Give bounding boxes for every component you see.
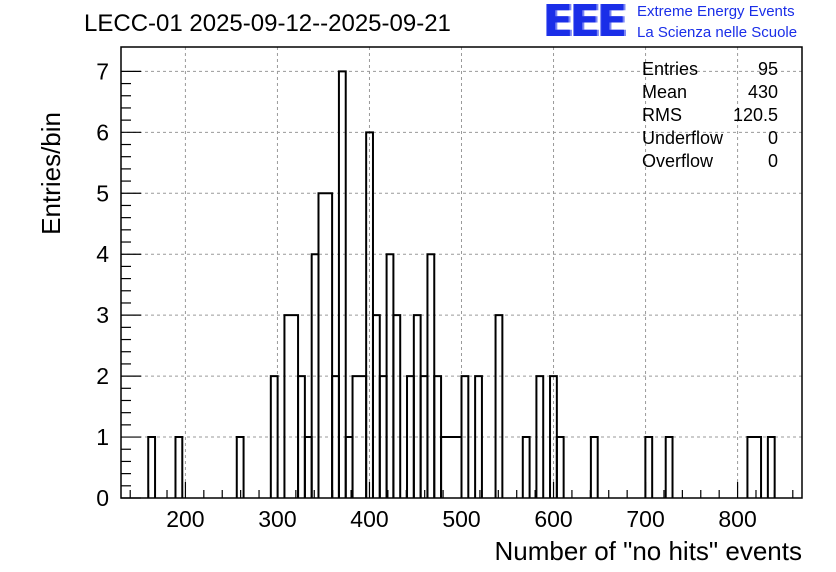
eee-tagline-2: La Scienza nelle Scuole (637, 24, 798, 41)
histogram-bin (147, 436, 157, 498)
histogram-bin (644, 436, 654, 498)
stat-label: Entries (642, 59, 699, 79)
x-tick-label: 300 (258, 506, 296, 532)
stat-value: 95 (757, 59, 778, 79)
histogram-bin (351, 375, 368, 498)
x-tick-label: 800 (718, 506, 756, 532)
histogram-bin (174, 436, 184, 498)
stat-row-overflow: Overflow 0 (642, 150, 778, 173)
stat-row-mean: Mean 430 (642, 81, 778, 104)
histogram-bin (283, 314, 300, 498)
histogram-bin (494, 314, 504, 498)
histogram-bin (474, 375, 483, 498)
y-tick-label: 5 (96, 180, 109, 206)
x-tick-label: 600 (534, 506, 572, 532)
x-tick-label: 700 (626, 506, 664, 532)
histogram-bin (412, 314, 422, 498)
histogram-bin (460, 375, 470, 498)
eee-logo: EEE (543, 0, 627, 47)
y-axis-label: Entries/bin (36, 112, 66, 235)
histogram-bin (371, 314, 381, 498)
histogram-layer (147, 70, 776, 498)
eee-tagline-1: Extreme Energy Events (637, 3, 795, 20)
histogram-bin (344, 436, 354, 498)
histogram-bin (269, 375, 279, 498)
histogram-bin (392, 314, 402, 498)
stat-value: 430 (747, 82, 778, 102)
histogram-bin (766, 436, 776, 498)
histogram-bin (521, 436, 531, 498)
y-tick-label: 1 (96, 424, 109, 450)
histogram-bin (303, 436, 313, 498)
stat-value: 0 (767, 151, 778, 171)
y-tick-label: 3 (96, 302, 109, 328)
stat-label: Underflow (642, 128, 724, 148)
histogram-bin (664, 436, 674, 498)
y-tick-label: 2 (96, 363, 109, 389)
y-tick-label: 0 (96, 485, 109, 511)
stats-box: Entries 95 Mean 430 RMS 120.5 Underflow … (642, 58, 778, 173)
x-tick-label: 500 (442, 506, 480, 532)
histogram-bin (746, 436, 763, 498)
x-tick-label: 400 (350, 506, 388, 532)
stat-label: RMS (642, 105, 682, 125)
histogram-bin (555, 436, 565, 498)
histogram-bin (440, 436, 463, 498)
y-tick-label: 7 (96, 58, 109, 84)
stat-row-rms: RMS 120.5 (642, 104, 778, 127)
y-tick-label: 4 (96, 241, 109, 267)
chart-title: LECC-01 2025-09-12--2025-09-21 (84, 10, 451, 37)
stat-value: 0 (767, 128, 778, 148)
x-tick-label: 200 (166, 506, 204, 532)
histogram-bin (337, 70, 347, 498)
axis-layer: 200 300 400 500 600 700 800 0 1 2 3 4 5 6 7 (96, 46, 803, 532)
stat-row-entries: Entries 95 (642, 58, 778, 81)
stat-label: Overflow (642, 151, 714, 171)
histogram-bin (317, 192, 334, 498)
stat-row-underflow: Underflow 0 (642, 127, 778, 150)
histogram-bin (235, 436, 245, 498)
histogram-bin (589, 436, 599, 498)
stat-value: 120.5 (732, 105, 778, 125)
histogram-bin (535, 375, 545, 498)
y-tick-label: 6 (96, 119, 109, 145)
x-axis-label: Number of "no hits" events (494, 536, 803, 566)
stat-label: Mean (642, 82, 688, 102)
